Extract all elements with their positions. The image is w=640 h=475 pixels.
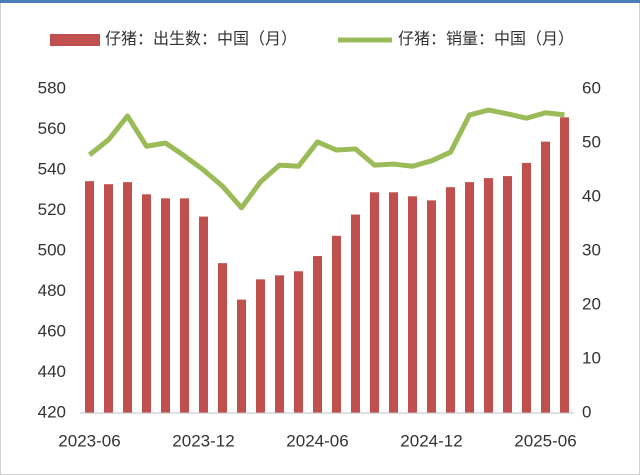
bar <box>408 196 417 413</box>
bar <box>123 182 132 413</box>
y2-tick-label: 0 <box>582 402 591 421</box>
bar <box>332 235 341 413</box>
legend-label: 仔猪：销量：中国（月） <box>398 30 574 48</box>
y-tick-label: 420 <box>38 402 66 421</box>
bar <box>522 162 531 413</box>
bar <box>484 178 493 413</box>
x-tick-label: 2023-06 <box>58 431 120 450</box>
bar <box>218 263 227 413</box>
bar <box>389 192 398 413</box>
bar <box>199 216 208 413</box>
bar <box>541 141 550 413</box>
bar <box>142 194 151 413</box>
bar <box>351 214 360 413</box>
bar <box>446 187 455 413</box>
y2-tick-label: 10 <box>582 348 601 367</box>
bar <box>237 299 246 413</box>
bar <box>161 198 170 413</box>
y-tick-label: 500 <box>38 240 66 259</box>
y2-tick-label: 60 <box>582 78 601 97</box>
bar <box>313 256 322 413</box>
legend-label: 仔猪：出生数：中国（月） <box>105 30 297 48</box>
bar <box>370 192 379 413</box>
line <box>87 107 565 211</box>
bar <box>85 181 94 413</box>
bar <box>503 176 512 413</box>
bar <box>560 117 569 413</box>
bar <box>256 279 265 413</box>
bar <box>180 198 189 413</box>
y-tick-label: 520 <box>38 200 66 219</box>
y2-tick-label: 20 <box>582 294 601 313</box>
y-tick-label: 460 <box>38 321 66 340</box>
bar <box>427 200 436 413</box>
bar <box>104 184 113 413</box>
bar <box>275 275 284 413</box>
y-tick-label: 580 <box>38 78 66 97</box>
top-bar <box>0 0 640 3</box>
y2-tick-label: 40 <box>582 186 601 205</box>
y2-tick-label: 30 <box>582 240 601 259</box>
legend-swatch <box>50 34 100 46</box>
y2-tick-label: 50 <box>582 132 601 151</box>
x-tick-label: 2025-06 <box>514 431 576 450</box>
x-tick-label: 2024-06 <box>286 431 348 450</box>
y-tick-label: 560 <box>38 119 66 138</box>
bar <box>294 271 303 413</box>
x-tick-label: 2023-12 <box>172 431 234 450</box>
y-tick-label: 540 <box>38 159 66 178</box>
y-tick-label: 440 <box>38 362 66 381</box>
x-tick-label: 2024-12 <box>400 431 462 450</box>
bar <box>465 182 474 413</box>
y-tick-label: 480 <box>38 281 66 300</box>
